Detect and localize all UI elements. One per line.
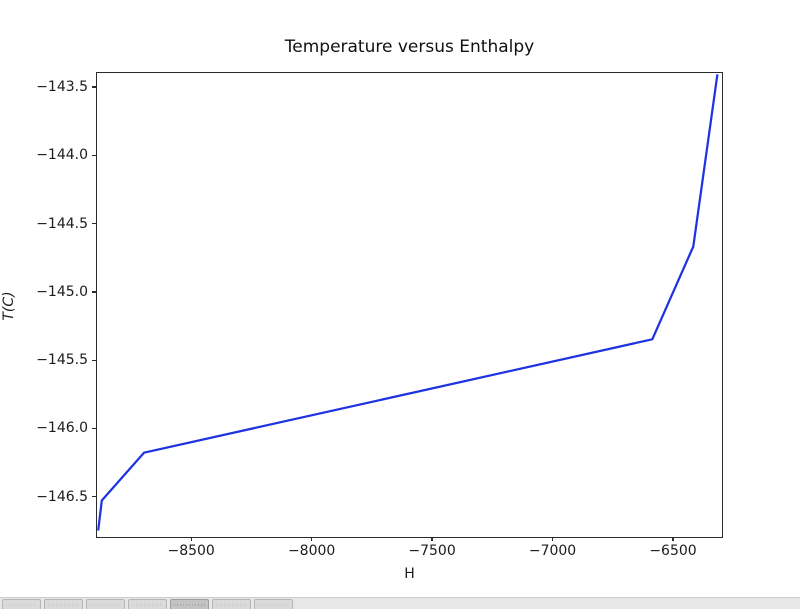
- x-axis-tick-label: −6500: [649, 543, 697, 559]
- y-axis-tick-label: −146.0: [36, 420, 88, 437]
- x-axis-tick-label: −8500: [167, 543, 215, 559]
- x-axis-tick-label: −7500: [408, 543, 456, 559]
- x-axis-tick-label: −7000: [528, 543, 577, 559]
- taskbar-window-button[interactable]: [86, 599, 125, 609]
- taskbar-window-button[interactable]: [212, 599, 251, 609]
- y-axis-tick-label: −146.5: [36, 488, 88, 505]
- y-axis-tick-label: −143.5: [36, 79, 88, 96]
- y-axis-tick-mark: [92, 222, 96, 225]
- taskbar-window-button[interactable]: [170, 599, 209, 609]
- y-axis-tick-label: −144.5: [36, 215, 88, 232]
- x-axis-tick-mark: [190, 536, 192, 541]
- chart-title: Temperature versus Enthalpy: [284, 37, 535, 57]
- y-axis-tick-label: −145.0: [36, 283, 88, 300]
- x-axis-tick-mark: [310, 536, 313, 541]
- taskbar-window-button[interactable]: [2, 599, 41, 609]
- x-axis-label: H: [404, 566, 415, 582]
- plot-area: [96, 72, 723, 538]
- taskbar: [0, 597, 800, 609]
- y-axis-tick-label: −144.0: [36, 147, 88, 164]
- x-axis-tick-label: −8000: [287, 543, 336, 559]
- x-axis-tick-mark: [672, 536, 674, 541]
- y-axis-tick-mark: [92, 496, 96, 498]
- taskbar-window-button[interactable]: [128, 599, 167, 609]
- y-axis-tick-mark: [92, 427, 96, 430]
- y-axis-tick-mark: [92, 86, 96, 88]
- x-axis-tick-mark: [431, 536, 433, 541]
- y-axis-tick-mark: [92, 359, 96, 361]
- y-axis-label: T(C): [1, 291, 17, 321]
- x-axis-tick-mark: [551, 536, 554, 541]
- y-axis-tick-label: −145.5: [36, 352, 88, 369]
- y-axis-tick-mark: [92, 291, 96, 293]
- y-axis-tick-mark: [92, 154, 96, 156]
- taskbar-window-button[interactable]: [44, 599, 83, 609]
- taskbar-window-button[interactable]: [254, 599, 293, 609]
- line-plot-canvas: [97, 74, 719, 531]
- data-line: [97, 74, 719, 531]
